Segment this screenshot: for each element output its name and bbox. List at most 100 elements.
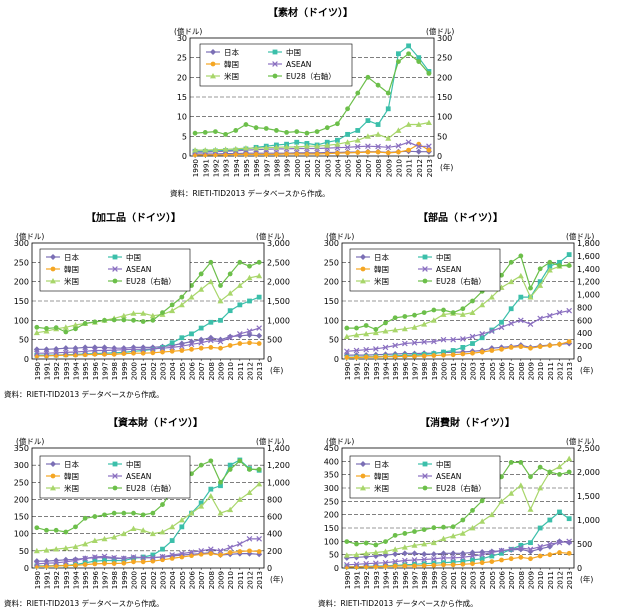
y-tick-label-left: 30 [177,34,187,43]
x-tick-label: 2004 [168,362,177,381]
data-point-eu [150,510,156,516]
plot-frame [189,37,435,157]
legend-label-china: 中国 [436,459,451,469]
data-point-asean [508,320,514,327]
data-point-korea [421,563,427,568]
chart-title: 【資本財（ドイツ）】 [108,418,203,429]
y-tick-label-left: 50 [329,336,339,345]
data-point-usa [527,506,534,512]
data-point-asean [256,325,262,331]
data-point-asean [363,560,369,567]
data-point-eu [518,460,524,465]
y-tick-label-left: 200 [14,278,29,287]
legend-swatch-marker [422,485,428,491]
series-korea [344,339,572,360]
data-point-asean [395,142,402,149]
data-point-korea [256,549,262,554]
data-point-asean [150,346,156,352]
y-tick-label-left: 5 [182,132,187,141]
data-point-asean [508,546,514,553]
x-tick-label: 2008 [517,362,526,381]
data-point-asean [159,553,166,560]
data-point-asean [385,144,392,151]
data-point-eu [253,125,259,131]
x-unit-label: (年) [580,574,593,584]
data-point-korea [489,559,495,564]
data-point-asean [547,312,553,319]
data-point-usa [517,272,524,279]
data-point-usa [459,530,466,536]
x-tick-label: 2000 [293,159,302,178]
data-point-asean [169,552,175,558]
x-tick-label: 2009 [384,159,393,178]
data-point-korea [479,349,485,355]
data-point-asean [537,543,543,550]
data-point-eu [547,259,553,265]
y-tick-label-left: 300 [324,239,339,248]
x-tick-label: 2010 [226,362,235,381]
x-tick-label: 2004 [333,159,342,178]
data-point-usa [283,143,290,150]
data-point-eu [263,126,269,131]
y-tick-label-left: 300 [14,461,29,470]
data-point-usa [43,328,50,334]
data-point-japan [82,344,89,351]
data-point-china [518,542,524,548]
legend-swatch-marker [112,473,118,479]
x-tick-label: 1997 [101,571,110,589]
data-point-usa [169,523,176,530]
data-point-eu [256,259,262,265]
data-point-asean [566,307,572,314]
data-point-asean [440,555,447,561]
y-tick-label-right: 300 [437,34,452,43]
data-point-eu [218,283,223,288]
data-point-korea [208,551,214,556]
data-point-korea [392,563,398,569]
data-point-usa [401,544,408,550]
data-point-usa [440,535,447,542]
data-point-eu [528,285,533,291]
x-tick-label: 1992 [362,571,371,589]
legend-label-korea: 韓国 [224,59,239,69]
y-tick-label-left: 250 [324,258,339,267]
data-point-asean [556,539,563,546]
data-point-eu [121,317,127,323]
legend-label-usa: 米国 [64,483,79,493]
y-tick-label-left: 0 [24,564,29,573]
data-point-korea [518,344,524,350]
data-point-korea [375,149,381,155]
data-point-eu [111,510,117,516]
data-point-eu [237,458,243,464]
data-point-korea [335,150,340,156]
data-point-usa [178,517,185,523]
data-point-usa [405,121,412,127]
y-tick-label-left: 0 [24,355,29,364]
x-tick-label: 1991 [353,362,362,380]
data-point-eu [566,469,572,475]
data-point-asean [469,553,476,559]
y-tick-label-right: 2,000 [267,278,290,287]
data-point-usa [324,142,331,148]
data-point-japan [415,148,422,155]
y-tick-label-left: 100 [324,316,339,325]
data-point-asean [208,546,214,552]
legend-label-usa: 米国 [374,276,389,286]
data-point-japan [353,554,360,561]
legend-label-japan: 日本 [64,252,79,262]
data-point-eu [385,90,391,96]
data-point-eu [140,319,146,324]
data-point-asean [150,554,156,561]
x-tick-label: 1995 [81,362,90,380]
data-point-china [557,259,562,265]
data-point-korea [441,352,446,358]
x-tick-label: 1997 [411,362,420,380]
data-point-china [508,306,514,312]
data-point-korea [198,345,204,351]
data-point-china [537,279,543,285]
data-point-china [227,308,233,314]
data-point-korea [237,549,243,554]
x-tick-label: 2011 [236,362,245,380]
data-point-eu [363,540,369,546]
data-point-korea [227,343,233,348]
